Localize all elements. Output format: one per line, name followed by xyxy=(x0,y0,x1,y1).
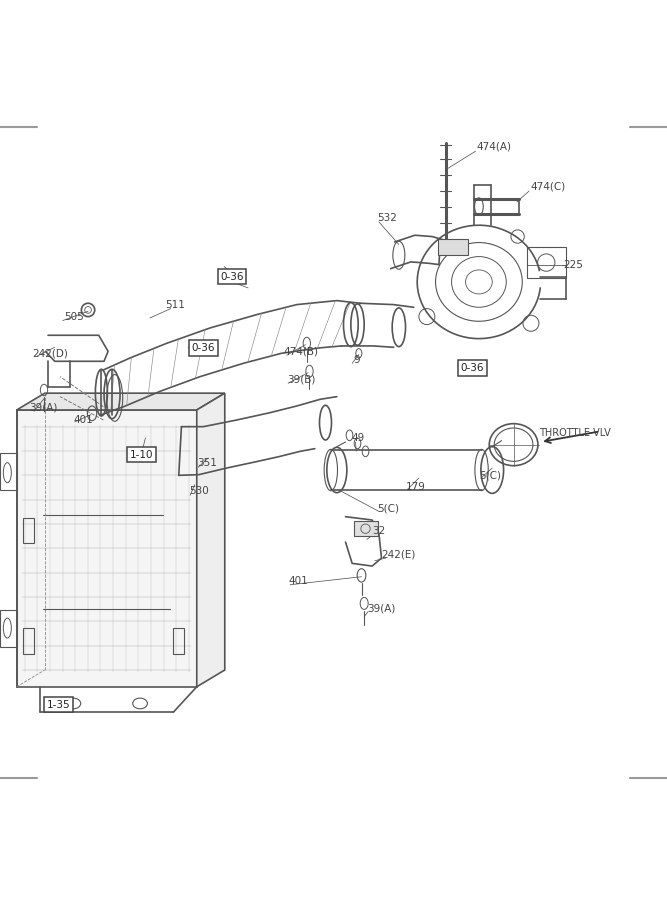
Text: 511: 511 xyxy=(165,300,185,310)
Text: 530: 530 xyxy=(189,486,209,497)
Text: 351: 351 xyxy=(197,458,217,468)
Text: 49: 49 xyxy=(352,433,365,443)
Text: 9: 9 xyxy=(354,355,360,365)
Text: 39(B): 39(B) xyxy=(287,375,315,385)
Text: 474(A): 474(A) xyxy=(477,141,512,151)
Bar xyxy=(0,454,17,490)
Text: 39(A): 39(A) xyxy=(367,603,396,613)
Text: 505: 505 xyxy=(64,311,84,321)
Text: 5(C): 5(C) xyxy=(377,503,399,513)
Text: 1-35: 1-35 xyxy=(47,700,71,710)
Bar xyxy=(527,248,566,278)
Text: 39(A): 39(A) xyxy=(29,403,57,413)
Text: 5(C): 5(C) xyxy=(479,471,501,481)
Text: 242(D): 242(D) xyxy=(32,348,68,358)
Text: 474(C): 474(C) xyxy=(530,182,566,192)
Bar xyxy=(173,628,184,653)
Bar xyxy=(23,628,34,653)
Polygon shape xyxy=(17,393,225,410)
Bar xyxy=(23,518,34,543)
Text: 0-36: 0-36 xyxy=(220,272,244,282)
Text: 1-10: 1-10 xyxy=(129,450,153,460)
Text: 0-36: 0-36 xyxy=(460,363,484,373)
Polygon shape xyxy=(197,393,225,687)
Text: 401: 401 xyxy=(73,415,93,425)
Text: 32: 32 xyxy=(372,526,386,536)
Bar xyxy=(0,610,17,647)
Text: 179: 179 xyxy=(406,482,426,491)
Text: 532: 532 xyxy=(377,213,397,223)
Text: THROTTLE VLV: THROTTLE VLV xyxy=(539,428,611,438)
Text: 225: 225 xyxy=(564,259,584,270)
Text: 242(E): 242(E) xyxy=(382,550,416,560)
Text: 0-36: 0-36 xyxy=(191,343,215,353)
Bar xyxy=(354,521,378,536)
Polygon shape xyxy=(17,410,197,687)
Text: 474(B): 474(B) xyxy=(283,346,318,356)
Bar xyxy=(438,238,468,255)
Text: 401: 401 xyxy=(288,576,308,587)
